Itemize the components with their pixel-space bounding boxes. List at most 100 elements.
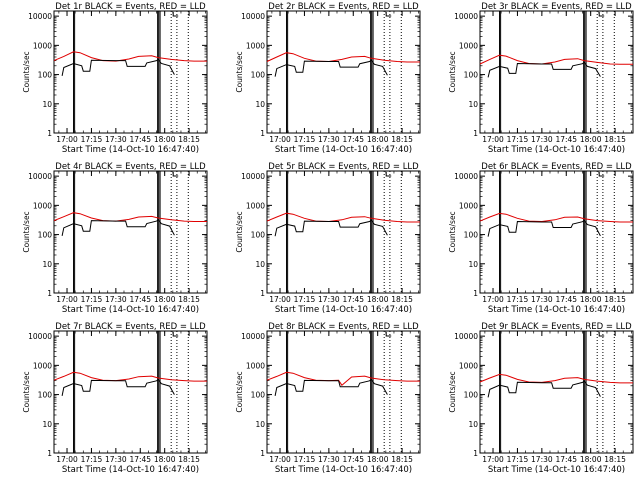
detector-plot-7: Det 7r BLACK = Events, RED = LLD 1 10 100 10…: [22, 322, 208, 475]
events-series-line: [274, 219, 388, 237]
detector-plot-2: Det 2r BLACK = Events, RED = LLD 1 10 100 10…: [235, 2, 421, 155]
detector-plot-8: Det 8r BLACK = Events, RED = LLD 1 10 100 10…: [235, 322, 421, 475]
y-tick-label: 100: [464, 71, 479, 80]
y-tick-label: 1000: [246, 361, 265, 370]
y-tick-label: 100: [38, 71, 53, 80]
y-axis-label: Counts/sec: [448, 371, 457, 412]
plot-title: Det 7r BLACK = Events, RED = LLD: [55, 322, 206, 332]
plot-title: Det 6r BLACK = Events, RED = LLD: [481, 162, 632, 172]
y-axis-label: Counts/sec: [235, 211, 244, 252]
corner-marker: [598, 172, 605, 177]
detector-plot-9: Det 9r BLACK = Events, RED = LLD 1 10 100 10…: [448, 322, 634, 475]
corner-marker: [172, 12, 179, 17]
y-tick-label: 10000: [241, 172, 265, 181]
x-tick-label: 17:30: [318, 455, 340, 464]
y-tick-label: 10000: [28, 12, 52, 21]
x-tick-label: 18:15: [604, 295, 626, 304]
x-tick-label: 17:45: [342, 295, 364, 304]
events-series-line: [487, 219, 601, 237]
detector-plot-5: Det 5r BLACK = Events, RED = LLD 1 10 100 10…: [235, 162, 421, 315]
events-series-line: [274, 59, 388, 77]
events-series-line: [61, 378, 175, 396]
plot-frame: [53, 10, 208, 134]
lld-series-line: [266, 371, 420, 386]
detector-plot-6: Det 6r BLACK = Events, RED = LLD 1 10 100 10…: [448, 162, 634, 315]
lld-series-line: [53, 371, 207, 382]
x-tick-label: 17:15: [507, 295, 529, 304]
y-tick-label: 1000: [459, 41, 478, 50]
y-tick-label: 1: [47, 289, 52, 298]
plot-frame: [479, 170, 634, 294]
detector-plot-1: Det 1r BLACK = Events, RED = LLD 1 10 100 10…: [22, 2, 208, 155]
y-tick-label: 10: [255, 100, 265, 109]
x-axis-label: Start Time (14-Oct-10 16:47:40): [62, 465, 199, 475]
lld-series-line: [266, 52, 420, 63]
x-tick-label: 17:45: [342, 455, 364, 464]
x-tick-label: 17:00: [269, 135, 291, 144]
plot-title: Det 3r BLACK = Events, RED = LLD: [481, 2, 632, 12]
x-axis-label: Start Time (14-Oct-10 16:47:40): [275, 465, 412, 475]
plot-frame: [53, 170, 208, 294]
x-tick-label: 17:15: [294, 455, 316, 464]
x-tick-label: 17:45: [129, 295, 151, 304]
x-tick-label: 18:15: [604, 135, 626, 144]
x-axis-label: Start Time (14-Oct-10 16:47:40): [488, 465, 625, 475]
y-tick-label: 1: [47, 449, 52, 458]
y-tick-label: 1000: [33, 361, 52, 370]
x-tick-label: 17:15: [81, 135, 103, 144]
plot-title: Det 2r BLACK = Events, RED = LLD: [268, 2, 419, 12]
detector-plot-3: Det 3r BLACK = Events, RED = LLD 1 10 100 10…: [448, 2, 634, 155]
y-axis-label: Counts/sec: [22, 211, 31, 252]
corner-marker: [598, 332, 605, 337]
x-tick-label: 18:00: [580, 135, 602, 144]
y-tick-label: 10: [255, 420, 265, 429]
x-tick-label: 17:45: [129, 455, 151, 464]
x-tick-label: 17:30: [105, 455, 127, 464]
corner-marker: [385, 332, 392, 337]
x-tick-label: 17:15: [294, 135, 316, 144]
y-tick-label: 1: [473, 289, 478, 298]
x-tick-label: 17:00: [56, 135, 78, 144]
x-tick-label: 17:30: [105, 295, 127, 304]
x-tick-label: 17:30: [318, 135, 340, 144]
y-tick-label: 100: [38, 231, 53, 240]
x-tick-label: 17:45: [555, 295, 577, 304]
corner-marker: [598, 12, 605, 17]
y-tick-label: 1000: [246, 41, 265, 50]
x-tick-label: 17:30: [531, 295, 553, 304]
x-tick-label: 17:15: [294, 295, 316, 304]
x-tick-label: 17:45: [129, 135, 151, 144]
x-tick-label: 17:15: [507, 455, 529, 464]
x-axis-label: Start Time (14-Oct-10 16:47:40): [488, 145, 625, 155]
plot-frame: [479, 10, 634, 134]
corner-marker: [172, 332, 179, 337]
y-tick-label: 1: [473, 449, 478, 458]
x-tick-label: 18:15: [178, 135, 200, 144]
corner-marker: [385, 172, 392, 177]
y-tick-label: 100: [464, 231, 479, 240]
x-tick-label: 17:30: [531, 455, 553, 464]
x-tick-label: 17:45: [555, 455, 577, 464]
y-axis-label: Counts/sec: [22, 371, 31, 412]
x-axis-label: Start Time (14-Oct-10 16:47:40): [488, 305, 625, 315]
lld-series-line: [53, 51, 207, 62]
y-tick-label: 10000: [454, 332, 478, 341]
y-tick-label: 1: [260, 449, 265, 458]
y-tick-label: 10000: [454, 12, 478, 21]
events-series-line: [487, 61, 601, 78]
y-tick-label: 100: [38, 391, 53, 400]
events-series-line: [487, 380, 601, 398]
x-tick-label: 18:00: [154, 455, 176, 464]
x-tick-label: 18:00: [367, 455, 389, 464]
x-tick-label: 18:00: [367, 135, 389, 144]
plot-frame: [266, 10, 421, 134]
y-tick-label: 10: [42, 420, 52, 429]
x-tick-label: 18:00: [580, 295, 602, 304]
lld-series-line: [479, 373, 633, 384]
x-axis-label: Start Time (14-Oct-10 16:47:40): [275, 305, 412, 315]
plot-frame: [266, 330, 421, 454]
lld-series-line: [266, 212, 420, 223]
events-series-line: [274, 378, 388, 396]
x-tick-label: 18:15: [391, 455, 413, 464]
y-tick-label: 10: [468, 100, 478, 109]
